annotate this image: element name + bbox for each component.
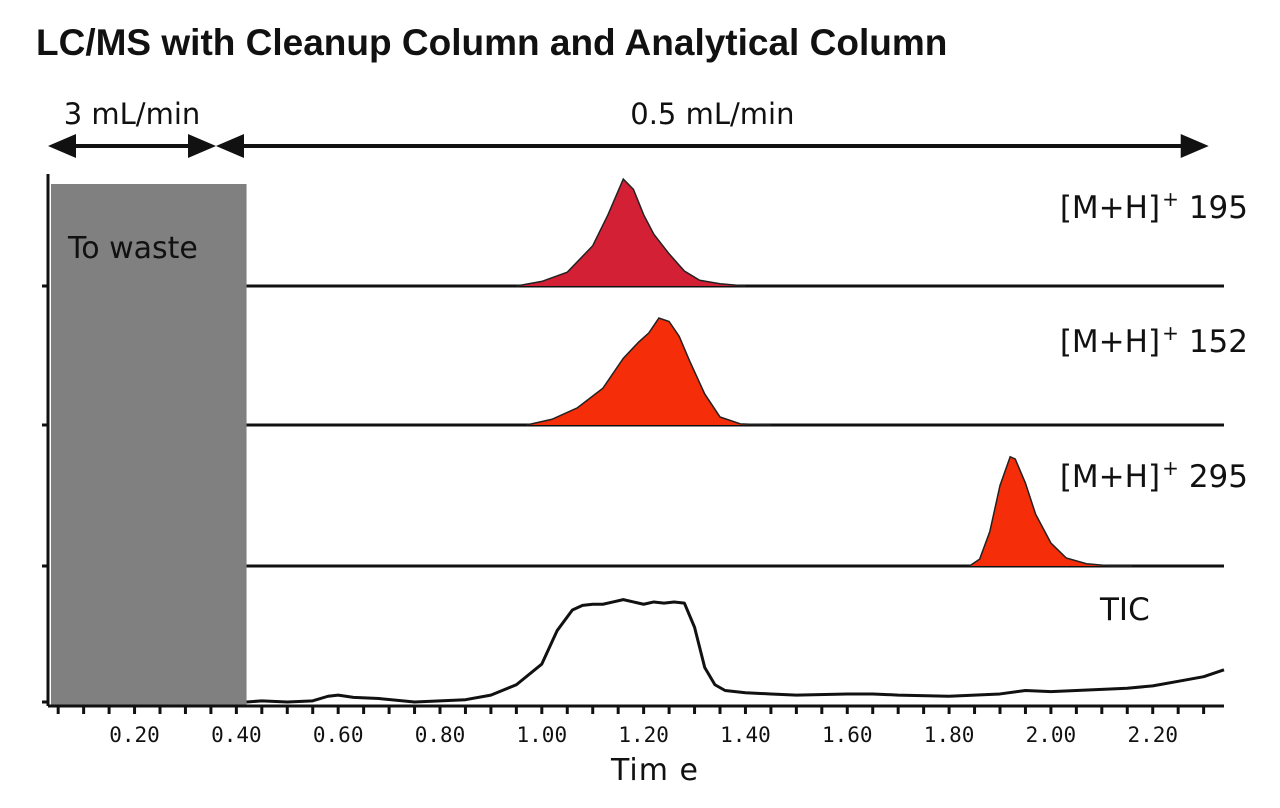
- arrow-left-icon: [216, 134, 244, 158]
- x-tick-label: 0.40: [211, 723, 262, 747]
- x-tick-label: 0.20: [109, 723, 160, 747]
- arrow-left-icon: [48, 134, 76, 158]
- x-tick-label: 1.20: [618, 723, 669, 747]
- series-traces: [M+H] +195 [M+H] +152 [M+H] +295 TIC: [42, 177, 1248, 704]
- series-195: [M+H] +195: [42, 177, 1248, 288]
- flow-rate-label: 3 mL/min: [64, 97, 201, 131]
- flow-annotations: 3 mL/min 0.5 mL/min: [48, 97, 1209, 158]
- series-peak-area: [969, 456, 1133, 566]
- x-tick-label: 1.40: [720, 723, 771, 747]
- x-tick-label: 1.00: [517, 723, 568, 747]
- flow-arrow-2: 0.5 mL/min: [216, 97, 1209, 158]
- series-peak-outline: [526, 317, 771, 426]
- flow-rate-label: 0.5 mL/min: [630, 97, 794, 131]
- waste-region-rect: [51, 184, 247, 706]
- x-tick-label: 2.20: [1127, 723, 1178, 747]
- series-label: TIC: [1099, 592, 1150, 628]
- series-label: [M+H] +195: [1060, 187, 1248, 226]
- x-tick-label: 0.80: [415, 723, 466, 747]
- chart-title: LC/MS with Cleanup Column and Analytical…: [36, 22, 947, 63]
- x-tick-label: 2.00: [1026, 723, 1077, 747]
- series-peak-area: [516, 179, 746, 286]
- series-peak-area: [526, 318, 771, 425]
- series-label: [M+H] +152: [1060, 321, 1248, 360]
- arrow-right-icon: [1180, 134, 1209, 158]
- waste-region-label: To waste: [67, 231, 198, 266]
- series-152: [M+H] +152: [42, 317, 1248, 427]
- x-tick-label: 1.60: [822, 723, 873, 747]
- series-line: [246, 598, 1225, 704]
- arrow-right-icon: [188, 134, 216, 158]
- waste-region: To waste: [51, 184, 247, 706]
- series-peak-outline: [516, 177, 746, 287]
- series-tic: TIC: [42, 592, 1225, 704]
- x-axis: 0.20 0.40 0.60 0.80 1.00 1.20 1.40 1.60 1.80 2.00…: [46, 174, 1224, 747]
- series-peak-outline: [969, 455, 1133, 567]
- x-tick-label: 1.80: [924, 723, 975, 747]
- x-tick-label: 0.60: [313, 723, 364, 747]
- series-295: [M+H] +295: [42, 455, 1248, 568]
- flow-arrow-1: 3 mL/min: [48, 97, 216, 158]
- x-axis-label: Tim e: [610, 753, 699, 788]
- series-label: [M+H] +295: [1060, 456, 1248, 495]
